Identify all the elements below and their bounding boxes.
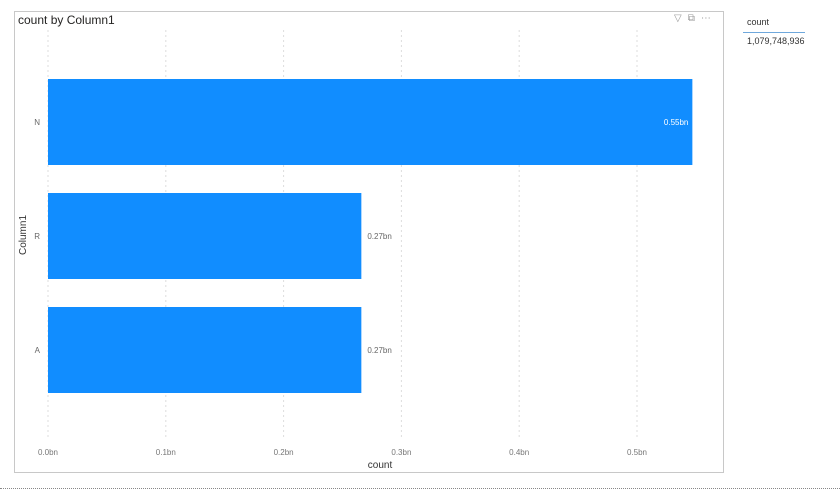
page-divider: [0, 488, 840, 489]
bar-N: [48, 79, 693, 165]
x-tick-label: 0.0bn: [38, 448, 58, 457]
x-tick-label: 0.5bn: [627, 448, 647, 457]
bar-R: [48, 193, 362, 279]
x-tick-label: 0.4bn: [509, 448, 529, 457]
data-label: 0.27bn: [367, 346, 391, 355]
filter-icon[interactable]: ▽: [674, 13, 688, 24]
card-value: 1,079,748,936: [747, 36, 805, 46]
x-axis-title: count: [368, 460, 393, 471]
focus-mode-icon[interactable]: ⧉: [687, 13, 701, 24]
data-label: 0.27bn: [367, 232, 391, 241]
data-label: 0.55bn: [664, 118, 688, 127]
chart-title: count by Column1: [18, 13, 115, 27]
y-tick-label: N: [34, 118, 40, 127]
y-tick-label: A: [35, 346, 41, 355]
x-tick-label: 0.1bn: [156, 448, 176, 457]
visual-container[interactable]: [14, 11, 724, 473]
card-label: count: [747, 17, 770, 27]
x-tick-label: 0.3bn: [391, 448, 411, 457]
more-options-icon[interactable]: ⋯: [700, 13, 717, 24]
x-tick-label: 0.2bn: [274, 448, 294, 457]
card-divider: [743, 32, 805, 33]
y-tick-label: R: [34, 232, 40, 241]
y-axis-title: Column1: [18, 215, 29, 255]
bar-A: [48, 307, 362, 393]
visual-header-icons: ▽⧉⋯: [674, 13, 717, 24]
